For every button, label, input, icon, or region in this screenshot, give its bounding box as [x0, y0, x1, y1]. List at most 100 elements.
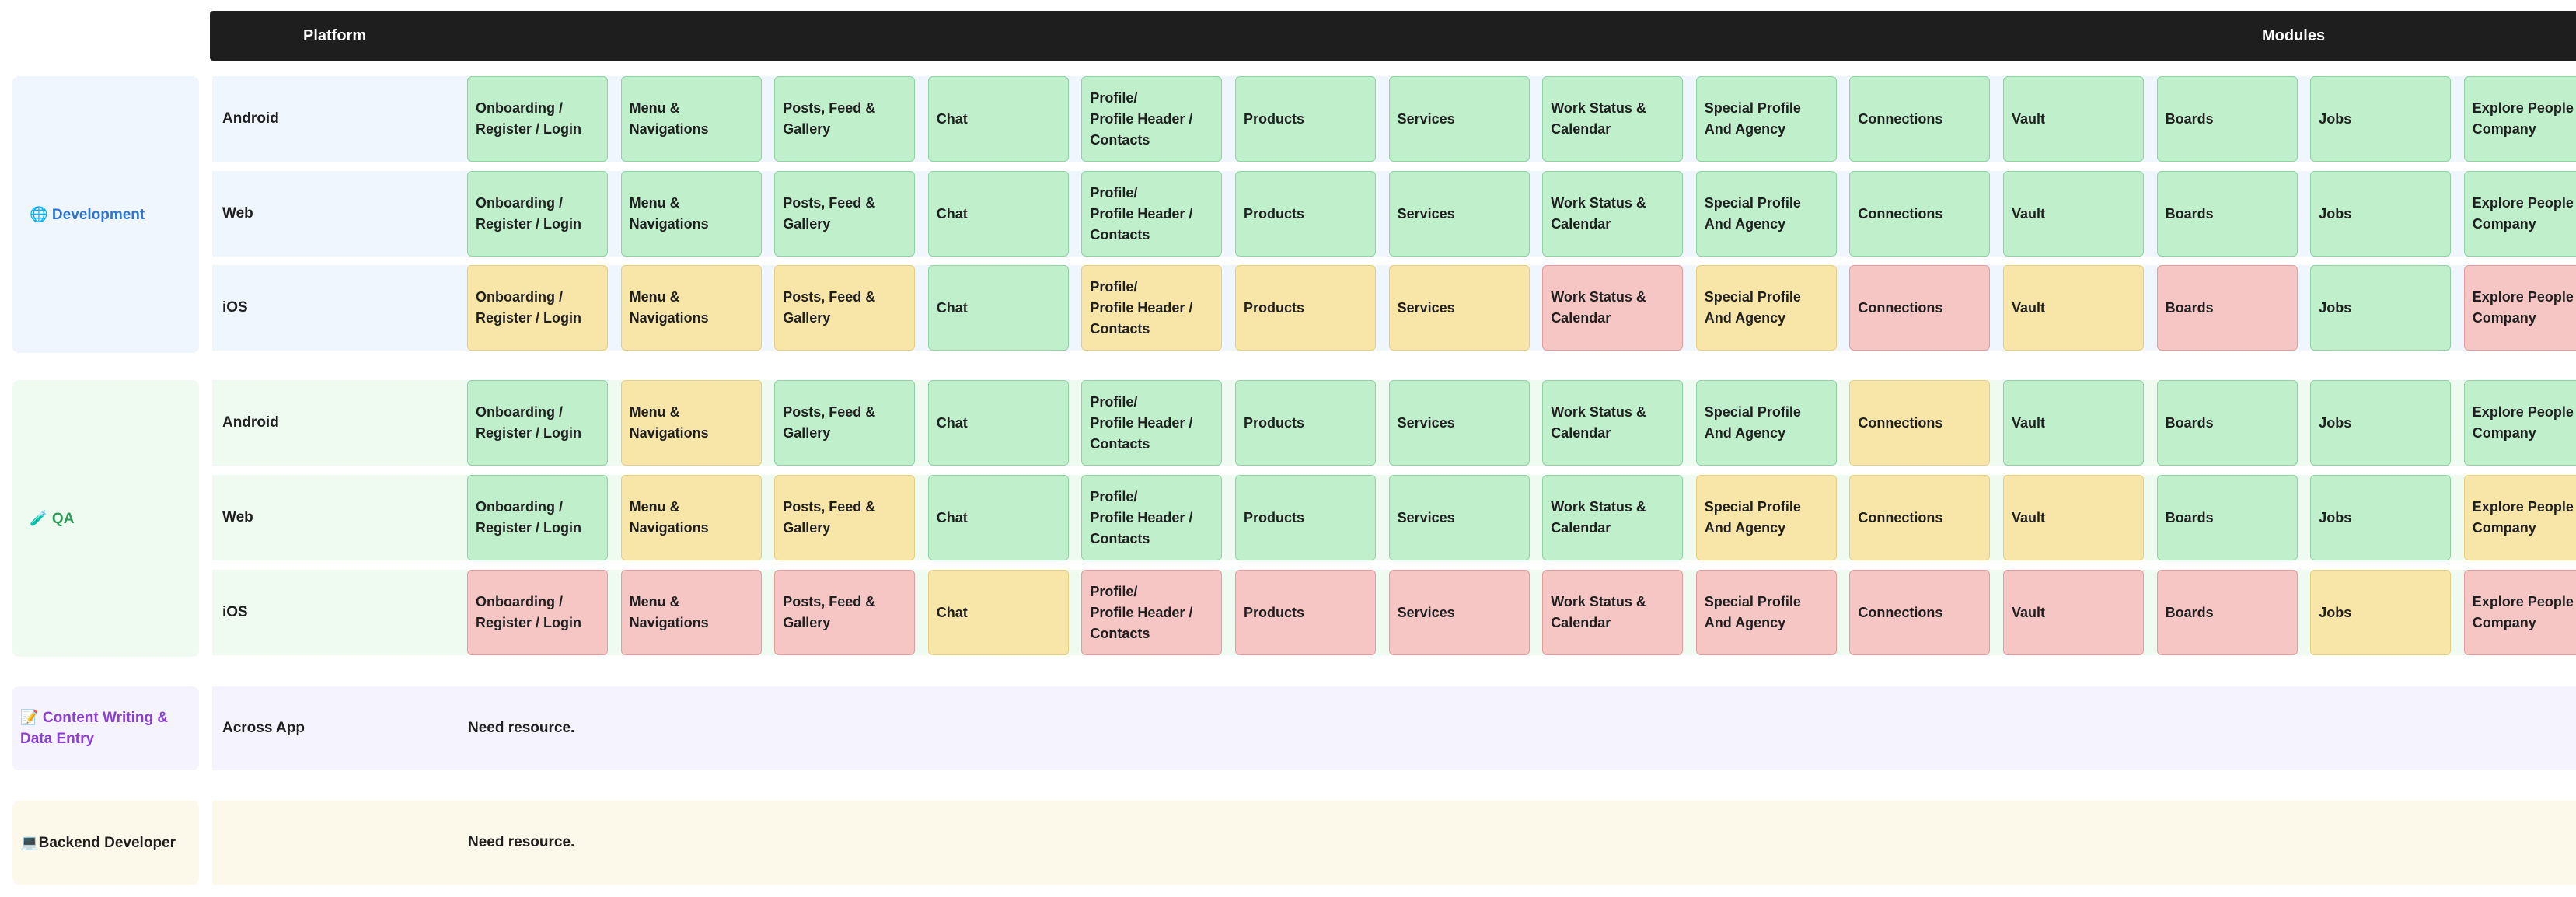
module-status-cell[interactable]: Jobs: [2310, 570, 2452, 655]
module-status-cell[interactable]: Connections: [1849, 76, 1991, 162]
module-name: Onboarding / Register / Login: [476, 100, 582, 137]
module-status-cell[interactable]: Boards: [2156, 570, 2298, 655]
module-status-cell[interactable]: Special Profile And Agency: [1695, 265, 1837, 351]
module-status-cell[interactable]: Products: [1235, 570, 1376, 655]
module-status-cell[interactable]: Posts, Feed & Gallery: [774, 265, 916, 351]
module-status-cell[interactable]: Vault: [2003, 76, 2144, 162]
module-status-cell[interactable]: Products: [1235, 475, 1376, 560]
module-status-cell[interactable]: Connections: [1849, 570, 1991, 655]
module-status-cell[interactable]: Profile/ Profile Header / Contacts: [1081, 475, 1223, 560]
module-status-cell[interactable]: Menu & Navigations: [620, 171, 762, 257]
module-status-cell[interactable]: Work Status & Calendar: [1542, 475, 1684, 560]
module-status-cell[interactable]: Onboarding / Register / Login: [467, 475, 608, 560]
module-status-cell[interactable]: Boards: [2156, 380, 2298, 466]
module-status-cell[interactable]: Special Profile And Agency: [1695, 380, 1837, 466]
module-status-cell[interactable]: Services: [1388, 380, 1530, 466]
module-status-cell[interactable]: Onboarding / Register / Login: [467, 171, 608, 257]
module-status-cell[interactable]: Services: [1388, 171, 1530, 257]
platform-label: Web: [222, 509, 253, 525]
module-status-cell[interactable]: Onboarding / Register / Login: [467, 570, 608, 655]
module-status-cell[interactable]: Connections: [1849, 380, 1991, 466]
module-name: Jobs: [2319, 509, 2352, 525]
module-name: Onboarding / Register / Login: [476, 404, 582, 441]
module-status-cell[interactable]: Services: [1388, 570, 1530, 655]
module-name: Services: [1397, 414, 1455, 431]
module-name: Jobs: [2319, 604, 2352, 620]
module-status-cell[interactable]: Vault: [2003, 380, 2144, 466]
module-status-cell[interactable]: Special Profile And Agency: [1695, 570, 1837, 655]
module-status-cell[interactable]: Boards: [2156, 171, 2298, 257]
module-status-cell[interactable]: Chat: [927, 76, 1069, 162]
module-status-cell[interactable]: Profile/ Profile Header / Contacts: [1081, 570, 1223, 655]
module-status-cell[interactable]: Profile/ Profile Header / Contacts: [1081, 380, 1223, 466]
module-status-cell[interactable]: Vault: [2003, 475, 2144, 560]
module-status-cell[interactable]: Chat: [927, 171, 1069, 257]
module-status-cell[interactable]: Jobs: [2310, 475, 2452, 560]
module-status-cell[interactable]: Chat: [927, 570, 1069, 655]
module-status-cell[interactable]: Menu & Navigations: [620, 76, 762, 162]
module-status-cell[interactable]: Connections: [1849, 475, 1991, 560]
module-status-cell[interactable]: Jobs: [2310, 265, 2452, 351]
module-status-cell[interactable]: Posts, Feed & Gallery: [774, 171, 916, 257]
module-status-cell[interactable]: Products: [1235, 76, 1376, 162]
module-status-cell[interactable]: Jobs: [2310, 76, 2452, 162]
module-status-cell[interactable]: Work Status & Calendar: [1542, 570, 1684, 655]
module-status-cell[interactable]: Menu & Navigations: [620, 265, 762, 351]
module-status-cell[interactable]: Chat: [927, 265, 1069, 351]
module-status-cell[interactable]: Onboarding / Register / Login: [467, 265, 608, 351]
module-status-cell[interactable]: Work Status & Calendar: [1542, 76, 1684, 162]
module-status-cell[interactable]: Chat: [927, 380, 1069, 466]
module-status-cell[interactable]: Vault: [2003, 171, 2144, 257]
module-status-cell[interactable]: Work Status & Calendar: [1542, 265, 1684, 351]
module-status-cell[interactable]: Boards: [2156, 76, 2298, 162]
module-status-cell[interactable]: Work Status & Calendar: [1542, 171, 1684, 257]
module-status-cell[interactable]: Products: [1235, 171, 1376, 257]
module-status-cell[interactable]: Vault: [2003, 265, 2144, 351]
module-status-cell[interactable]: Posts, Feed & Gallery: [774, 570, 916, 655]
module-status-cell[interactable]: Explore People & Company: [2463, 76, 2576, 162]
resource-note: Need resource.: [468, 834, 575, 850]
resource-row: [212, 686, 2576, 770]
module-status-cell[interactable]: Posts, Feed & Gallery: [774, 380, 916, 466]
module-status-cell[interactable]: Explore People & Company: [2463, 265, 2576, 351]
module-status-cell[interactable]: Products: [1235, 265, 1376, 351]
module-name: Chat: [936, 604, 968, 620]
module-name: Work Status & Calendar: [1551, 100, 1646, 137]
module-status-cell[interactable]: Onboarding / Register / Login: [467, 76, 608, 162]
module-status-cell[interactable]: Special Profile And Agency: [1695, 171, 1837, 257]
module-name: Boards: [2165, 414, 2214, 431]
module-name: Boards: [2165, 205, 2214, 222]
module-status-cell[interactable]: Chat: [927, 475, 1069, 560]
module-status-cell[interactable]: Posts, Feed & Gallery: [774, 76, 916, 162]
module-status-cell[interactable]: Profile/ Profile Header / Contacts: [1081, 265, 1223, 351]
module-status-cell[interactable]: Services: [1388, 475, 1530, 560]
module-status-cell[interactable]: Menu & Navigations: [620, 475, 762, 560]
module-status-cell[interactable]: Explore People & Company: [2463, 570, 2576, 655]
module-status-cell[interactable]: Vault: [2003, 570, 2144, 655]
module-status-cell[interactable]: Special Profile And Agency: [1695, 475, 1837, 560]
module-status-cell[interactable]: Menu & Navigations: [620, 380, 762, 466]
module-name: Jobs: [2319, 414, 2352, 431]
module-status-cell[interactable]: Services: [1388, 265, 1530, 351]
module-status-cell[interactable]: Menu & Navigations: [620, 570, 762, 655]
module-status-cell[interactable]: Explore People & Company: [2463, 380, 2576, 466]
module-status-cell[interactable]: Services: [1388, 76, 1530, 162]
module-status-cell[interactable]: Profile/ Profile Header / Contacts: [1081, 76, 1223, 162]
module-status-cell[interactable]: Posts, Feed & Gallery: [774, 475, 916, 560]
module-status-cell[interactable]: Connections: [1849, 265, 1991, 351]
module-status-cell[interactable]: Jobs: [2310, 380, 2452, 466]
module-status-cell[interactable]: Work Status & Calendar: [1542, 380, 1684, 466]
platform-label: iOS: [222, 299, 248, 316]
module-status-cell[interactable]: Onboarding / Register / Login: [467, 380, 608, 466]
module-status-cell[interactable]: Explore People & Company: [2463, 475, 2576, 560]
module-status-cell[interactable]: Explore People & Company: [2463, 171, 2576, 257]
module-status-cell[interactable]: Boards: [2156, 265, 2298, 351]
module-status-cell[interactable]: Products: [1235, 380, 1376, 466]
module-status-cell[interactable]: Boards: [2156, 475, 2298, 560]
module-status-cell[interactable]: Special Profile And Agency: [1695, 76, 1837, 162]
module-name: Vault: [2012, 299, 2046, 316]
module-status-cell[interactable]: Profile/ Profile Header / Contacts: [1081, 171, 1223, 257]
module-status-cell[interactable]: Jobs: [2310, 171, 2452, 257]
module-status-cell[interactable]: Connections: [1849, 171, 1991, 257]
